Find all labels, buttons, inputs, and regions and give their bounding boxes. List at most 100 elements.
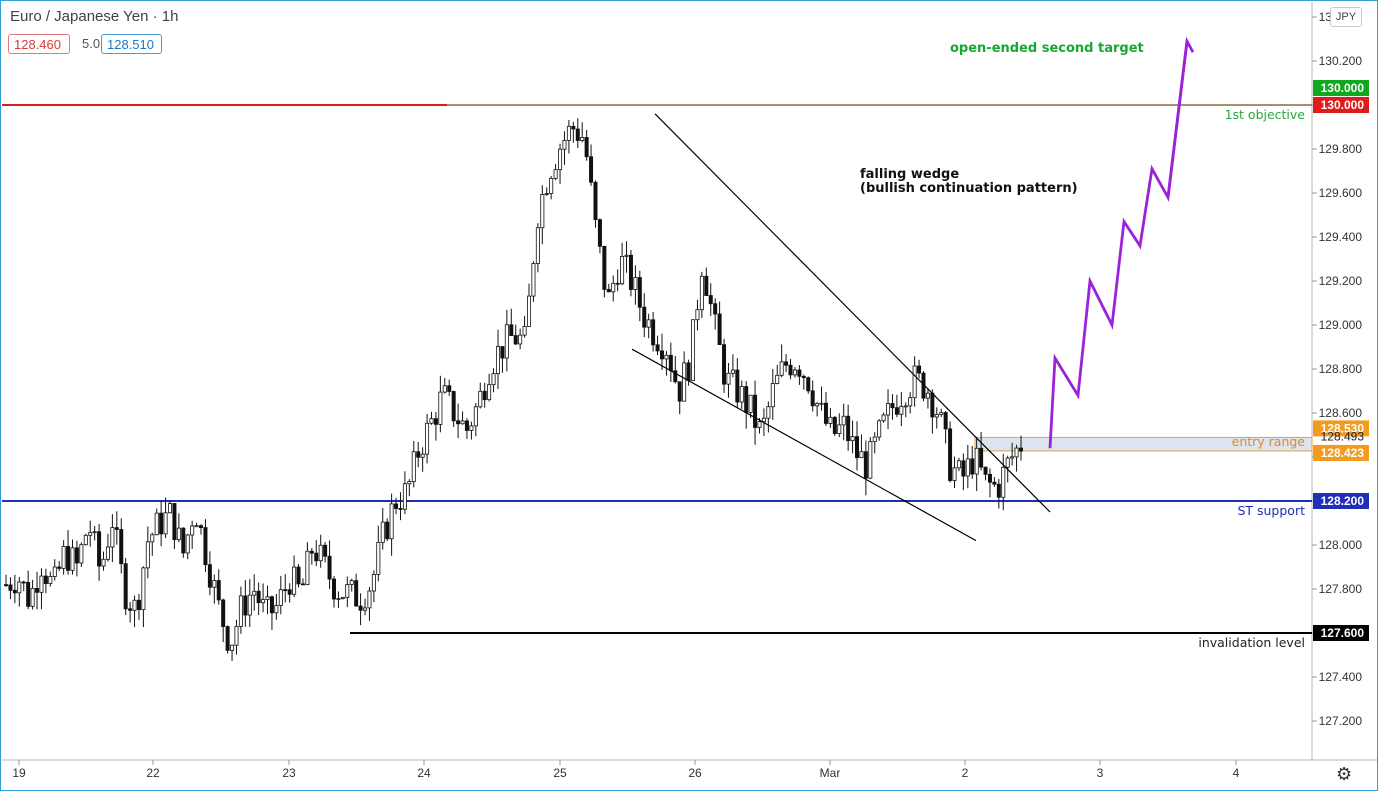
candle-body <box>145 541 150 569</box>
candle-body <box>296 566 301 585</box>
wedge-lower-trendline <box>631 348 977 542</box>
candle-body <box>39 575 44 593</box>
candle-body <box>846 415 851 442</box>
candle-body <box>566 125 571 141</box>
candle-body <box>336 598 341 600</box>
candle-body <box>589 156 594 183</box>
candle-body <box>30 588 35 607</box>
candle-body <box>447 385 452 392</box>
y-axis-ticks: 127.200 127.400 127.600 127.800 128.000 128.2… <box>1312 10 1362 728</box>
candle-body <box>615 282 620 285</box>
candle-body <box>389 503 394 540</box>
candle-body <box>775 374 780 384</box>
y-tick-label: 128.800 <box>1319 362 1363 376</box>
objective-label: 1st objective <box>1225 107 1306 122</box>
candle-body <box>819 402 824 405</box>
target-price-badge: 130.000 <box>1321 81 1365 95</box>
y-tick-label: 130.200 <box>1319 54 1363 68</box>
candle-body <box>979 447 984 468</box>
y-tick-label: 129.000 <box>1319 318 1363 332</box>
candle-body <box>553 169 558 179</box>
candle-body <box>478 390 483 408</box>
candle-body <box>234 625 239 646</box>
support-price-badge-bg <box>1313 493 1369 509</box>
bid-price-button[interactable]: 128.460 <box>8 34 70 54</box>
projection-arrowhead <box>1166 36 1195 198</box>
candle-body <box>420 453 425 458</box>
candle-body <box>575 128 580 141</box>
candle-body <box>943 412 948 430</box>
candle-body <box>221 599 226 627</box>
y-tick-label: 129.400 <box>1319 230 1363 244</box>
candle-body <box>194 525 199 528</box>
candle-body <box>832 416 837 435</box>
objective-price-badge: 130.000 <box>1321 98 1365 112</box>
candle-body <box>376 541 381 575</box>
x-tick-label: 24 <box>417 766 431 780</box>
support-price-badge: 128.200 <box>1321 494 1365 508</box>
candle-body <box>159 512 164 535</box>
candle-body <box>624 254 629 257</box>
candle-body <box>513 335 518 345</box>
entry-range-zone <box>974 436 1313 452</box>
candle-body <box>48 576 53 584</box>
candle-body <box>509 324 514 336</box>
projection-path <box>1048 41 1189 449</box>
candle-body <box>726 372 731 385</box>
candle-body <box>792 369 797 376</box>
spread-value: 5.0 <box>77 34 106 54</box>
candle-body <box>495 346 500 375</box>
candle-body <box>602 245 607 290</box>
candle-body <box>17 581 22 594</box>
candle-body <box>456 420 461 425</box>
candle-body <box>917 365 922 374</box>
candle-body <box>136 599 141 611</box>
candle-body <box>828 416 833 424</box>
candle-body <box>323 544 328 557</box>
wedge-annotation-title: falling wedge <box>860 167 959 182</box>
candle-body <box>522 325 527 336</box>
candle-body <box>318 544 323 562</box>
ask-price-button[interactable]: 128.510 <box>101 34 162 54</box>
candle-body <box>655 344 660 352</box>
candle-body <box>331 578 336 600</box>
gear-icon[interactable]: ⚙ <box>1336 764 1353 784</box>
entry-low-badge-bg <box>1313 444 1369 461</box>
candle-body <box>983 466 988 475</box>
candle-body <box>633 277 638 290</box>
candle-body <box>283 589 288 592</box>
x-tick-label: 22 <box>146 766 160 780</box>
candle-body <box>859 451 864 459</box>
candle-body <box>948 428 953 481</box>
candle-body <box>172 503 177 541</box>
candle-body <box>349 580 354 585</box>
candle-body <box>770 383 775 408</box>
candle-body <box>278 589 283 606</box>
candle-body <box>473 406 478 427</box>
candle-body <box>97 531 102 567</box>
candle-body <box>101 558 106 567</box>
candle-body <box>535 227 540 264</box>
candle-body <box>110 527 115 548</box>
candle-body <box>57 566 62 569</box>
candle-body <box>21 581 26 584</box>
y-tick-label: 129.600 <box>1319 186 1363 200</box>
candlesticks <box>4 118 1024 661</box>
candle-body <box>70 547 75 571</box>
candle-body <box>66 546 71 571</box>
candle-body <box>597 219 602 247</box>
candle-body <box>748 394 753 413</box>
candle-body <box>664 354 669 360</box>
candle-body <box>261 599 266 604</box>
x-tick-label: 3 <box>1097 766 1104 780</box>
x-tick-label: 2 <box>962 766 969 780</box>
candle-body <box>766 406 771 419</box>
candle-body <box>464 420 469 431</box>
currency-badge[interactable]: JPY <box>1330 7 1362 27</box>
candle-body <box>83 534 88 546</box>
candle-body <box>269 596 274 614</box>
target-price-badge-bg <box>1313 80 1369 96</box>
candle-body <box>123 563 128 610</box>
